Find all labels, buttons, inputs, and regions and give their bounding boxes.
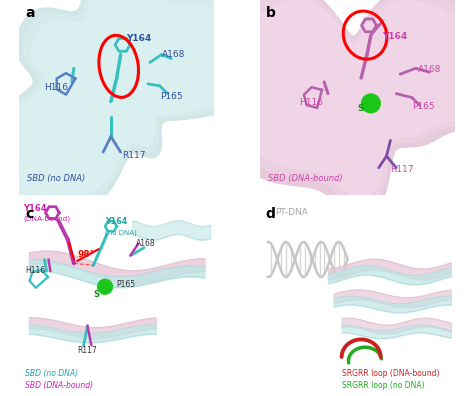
Text: SBD (no DNA): SBD (no DNA) (25, 369, 78, 379)
Text: SBD (no DNA): SBD (no DNA) (27, 174, 85, 183)
Text: A168: A168 (136, 239, 156, 248)
Text: SBD (DNA-bound): SBD (DNA-bound) (267, 174, 342, 183)
Text: SRGRR loop (no DNA): SRGRR loop (no DNA) (342, 381, 424, 390)
Text: A168: A168 (418, 65, 441, 74)
Text: Y164: Y164 (383, 32, 408, 41)
Text: S: S (93, 289, 100, 299)
Text: P165: P165 (160, 93, 182, 101)
Circle shape (362, 94, 380, 113)
Text: P165: P165 (117, 280, 136, 289)
Text: R117: R117 (391, 165, 414, 174)
Text: H116: H116 (299, 98, 323, 107)
Text: (DNA-bound): (DNA-bound) (23, 215, 70, 222)
Text: R117: R117 (123, 151, 146, 160)
Text: R117: R117 (78, 346, 98, 355)
Text: b: b (265, 6, 275, 20)
Polygon shape (211, 0, 474, 218)
Polygon shape (0, 0, 293, 227)
Text: Y164: Y164 (127, 34, 152, 43)
Text: SBD (DNA-bound): SBD (DNA-bound) (25, 381, 93, 390)
Text: d: d (265, 207, 275, 221)
Text: a: a (25, 6, 35, 20)
Text: H116: H116 (45, 83, 69, 92)
Polygon shape (0, 0, 279, 216)
Polygon shape (235, 0, 474, 197)
Circle shape (98, 279, 112, 294)
Text: Y164: Y164 (23, 204, 47, 213)
Text: H116: H116 (25, 266, 45, 275)
Text: A168: A168 (162, 50, 185, 59)
Text: (no DNA): (no DNA) (105, 229, 137, 236)
Text: P165: P165 (412, 102, 435, 111)
Text: Y164: Y164 (105, 217, 128, 227)
Text: 98°: 98° (78, 251, 95, 259)
Text: PT-DNA: PT-DNA (275, 208, 308, 217)
Text: c: c (25, 207, 33, 221)
Polygon shape (223, 0, 474, 208)
Text: S: S (357, 104, 364, 113)
Polygon shape (3, 0, 264, 204)
Text: SRGRR loop (DNA-bound): SRGRR loop (DNA-bound) (342, 369, 439, 379)
